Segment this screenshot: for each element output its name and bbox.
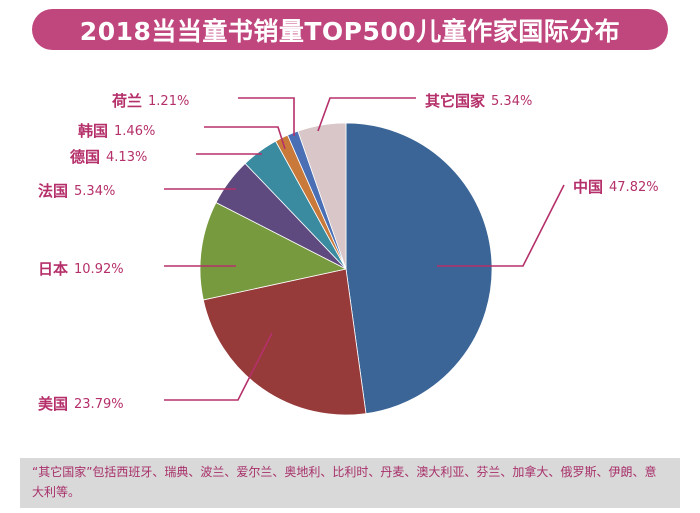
slice-labels: 中国 47.82% 美国 23.79% 日本 10.92% 法国 5.34% 德国 4.13% 韩国… [38,92,659,413]
slice-label-name: 日本 [38,260,68,278]
leader-line-6 [238,97,295,136]
pie-slices [199,122,493,416]
slice-label-4: 德国 4.13% [70,148,147,166]
slice-label-value: 10.92% [74,262,124,277]
title-banner: 2018当当童书销量TOP500儿童作家国际分布 [32,9,668,50]
pie-chart: 中国 47.82% 美国 23.79% 日本 10.92% 法国 5.34% 德国 4.13% 韩国… [38,92,659,416]
leader-line-1 [164,332,273,401]
slice-label-6: 荷兰 1.21% [112,92,189,110]
chart-title: 2018当当童书销量TOP500儿童作家国际分布 [79,16,621,46]
slice-label-name: 荷兰 [112,92,142,110]
slice-label-name: 中国 [573,178,603,196]
slice-label-name: 韩国 [78,122,108,140]
slice-label-0: 中国 47.82% [573,178,659,196]
slice-label-value: 47.82% [609,180,659,195]
slice-label-value: 5.34% [491,94,532,109]
slice-label-name: 法国 [38,182,68,200]
slice-label-1: 美国 23.79% [38,395,124,413]
slice-label-7: 其它国家 5.34% [425,92,532,110]
pie-slice-1 [202,268,367,416]
leader-line-5 [204,126,286,150]
pie-slice-0 [345,122,493,415]
slice-label-value: 4.13% [106,150,147,165]
leader-line-7 [317,97,416,132]
slice-label-value: 1.46% [114,124,155,139]
slice-label-value: 1.21% [148,94,189,109]
slice-label-name: 美国 [38,395,68,413]
pie-slice-7 [297,122,347,270]
slice-label-value: 5.34% [74,184,115,199]
leader-lines [164,97,565,401]
footnote: “其它国家”包括西班牙、瑞典、波兰、爱尔兰、奥地利、比利时、丹麦、澳大利亚、芬兰… [20,458,680,508]
slice-label-name: 其它国家 [425,92,485,110]
slice-label-name: 德国 [70,148,100,166]
slice-label-value: 23.79% [74,397,124,412]
slice-label-5: 韩国 1.46% [78,122,155,140]
slice-label-3: 法国 5.34% [38,182,115,200]
leader-line-0 [437,184,565,267]
slice-label-2: 日本 10.92% [38,260,124,278]
pie-slice-2 [199,202,348,301]
